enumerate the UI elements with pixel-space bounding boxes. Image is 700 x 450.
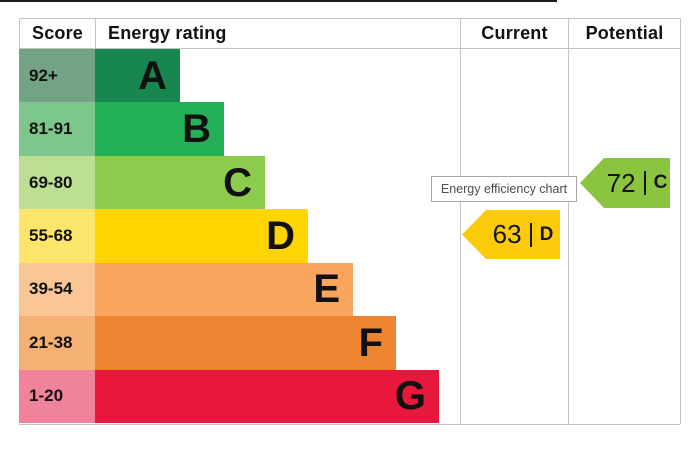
score-range-label: 81-91 <box>19 102 95 156</box>
score-range-label: 69-80 <box>19 155 95 210</box>
left-arrow-shape <box>580 158 670 208</box>
header-score: Score <box>31 22 84 43</box>
band-row-b: 81-91 B <box>19 102 459 156</box>
left-arrow-shape <box>462 210 560 259</box>
rating-bar-b: B <box>95 102 224 156</box>
band-row-c: 69-80 C <box>19 155 459 210</box>
rating-bands: 92+ A 81-91 B 69-80 C 55-68 D 39-54 E 21-38 F 1-20 G <box>19 49 459 423</box>
score-column-divider <box>95 18 96 48</box>
rating-bar-f: F <box>95 316 396 370</box>
current-score-value: 63 <box>492 219 522 249</box>
rating-bar-a: A <box>95 49 180 103</box>
potential-marker-text: 72 C <box>580 158 670 208</box>
marker-divider <box>529 222 532 247</box>
current-marker-text: 63 D <box>462 210 560 259</box>
rating-bar-d: D <box>95 209 308 263</box>
score-range-label: 55-68 <box>19 209 95 263</box>
header-underline <box>19 48 680 49</box>
current-column-divider <box>460 18 461 424</box>
table-top-border <box>19 18 680 19</box>
band-row-e: 39-54 E <box>19 262 459 317</box>
score-range-label: 21-38 <box>19 316 95 370</box>
hover-tooltip: Energy efficiency chart <box>431 176 577 202</box>
score-range-label: 92+ <box>19 49 95 103</box>
header-left-border <box>19 18 20 48</box>
potential-score-value: 72 <box>606 167 636 198</box>
top-border-line <box>0 0 557 2</box>
current-rating-letter: D <box>539 223 554 245</box>
band-row-a: 92+ A <box>19 49 459 103</box>
header-energy-rating: Energy rating <box>108 22 227 43</box>
table-bottom-border <box>19 424 680 425</box>
header-current: Current <box>481 22 548 43</box>
score-range-label: 1-20 <box>19 369 95 423</box>
band-row-f: 21-38 F <box>19 316 459 370</box>
rating-bar-g: G <box>95 369 439 423</box>
table-right-border <box>680 18 681 424</box>
rating-bar-e: E <box>95 262 353 317</box>
potential-rating-marker: 72 C <box>580 158 670 208</box>
potential-column-divider <box>568 18 569 424</box>
current-rating-marker: 63 D <box>462 210 560 259</box>
band-row-g: 1-20 G <box>19 369 459 423</box>
rating-bar-c: C <box>95 155 265 210</box>
band-row-d: 55-68 D <box>19 209 459 263</box>
potential-rating-letter: C <box>653 172 668 193</box>
marker-divider <box>643 171 646 195</box>
score-range-label: 39-54 <box>19 262 95 317</box>
header-potential: Potential <box>585 22 664 43</box>
